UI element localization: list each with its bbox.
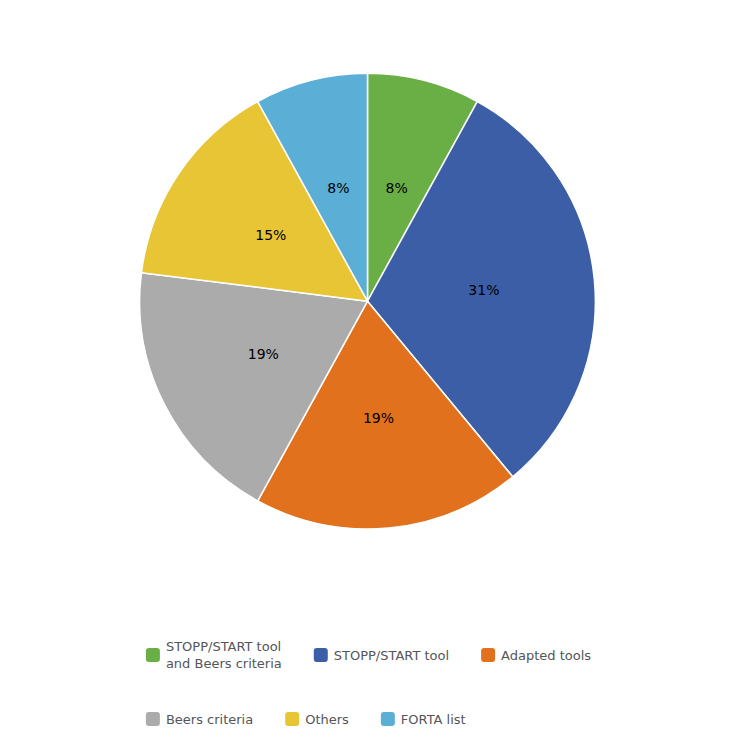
svg-text:19%: 19%	[363, 410, 394, 426]
svg-text:15%: 15%	[255, 227, 286, 243]
svg-text:Adapted tools: Adapted tools	[501, 648, 591, 663]
svg-text:19%: 19%	[248, 346, 279, 362]
svg-text:STOPP/START tool: STOPP/START tool	[334, 648, 449, 663]
svg-text:8%: 8%	[327, 180, 349, 196]
svg-text:STOPP/START tool: STOPP/START tool	[166, 639, 281, 654]
svg-text:31%: 31%	[468, 282, 499, 298]
svg-text:FORTA list: FORTA list	[401, 712, 466, 727]
svg-text:and Beers criteria: and Beers criteria	[166, 656, 282, 671]
svg-text:8%: 8%	[385, 180, 407, 196]
svg-text:Beers criteria: Beers criteria	[166, 712, 253, 727]
svg-text:Others: Others	[305, 712, 349, 727]
